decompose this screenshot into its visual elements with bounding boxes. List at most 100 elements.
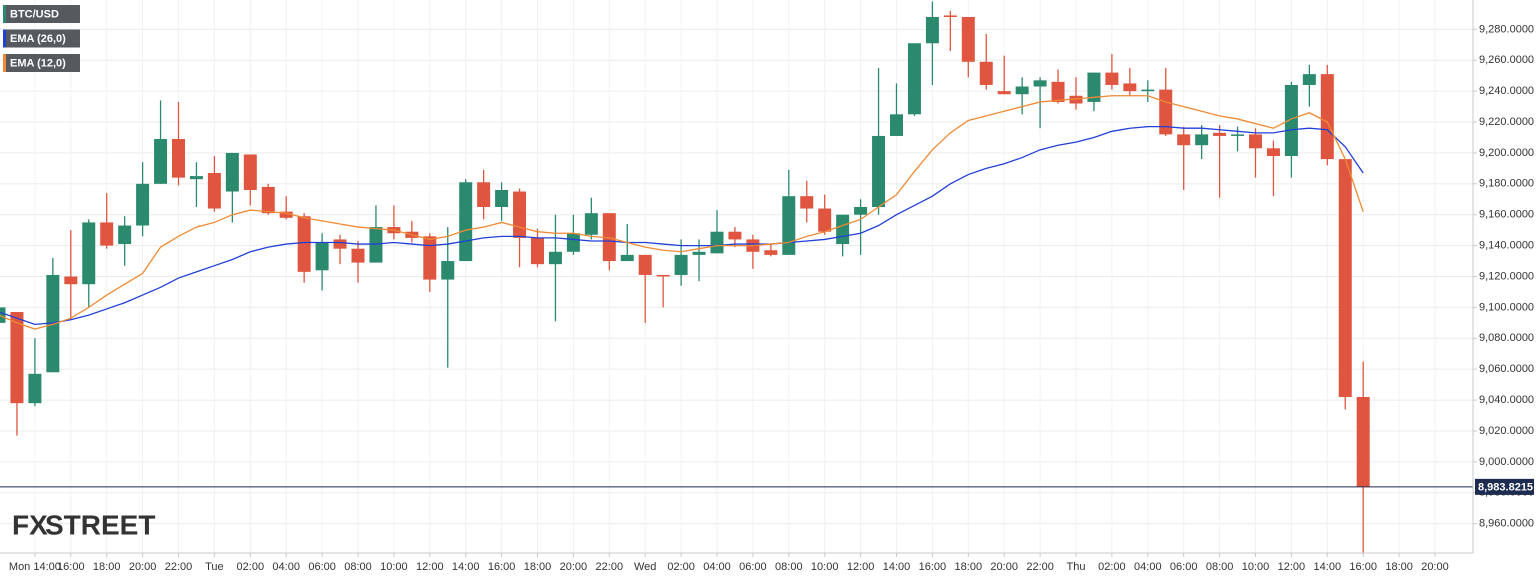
candle-body — [1356, 396, 1370, 487]
x-tick-label: 10:00 — [380, 561, 408, 573]
legend-box — [3, 54, 80, 72]
x-tick-label: 06:00 — [308, 561, 336, 573]
x-tick-label: 18:00 — [955, 561, 983, 573]
candle-body — [566, 233, 580, 252]
candle-body — [10, 312, 24, 404]
candle-body — [243, 154, 257, 190]
candle-body — [1105, 72, 1119, 85]
last-price-label: 8,983.8215 — [1478, 481, 1533, 493]
ema-line — [0, 126, 1364, 326]
x-tick-label: 06:00 — [739, 561, 767, 573]
y-tick-label: 9,020.0000 — [1479, 425, 1534, 437]
x-tick-label: 10:00 — [1242, 561, 1270, 573]
x-tick-label: Mon 14:00 — [9, 561, 61, 573]
candle-body — [100, 222, 114, 246]
x-tick-label: Tue — [205, 561, 224, 573]
candle-body — [297, 216, 311, 272]
legend-swatch — [3, 54, 6, 72]
legend-box — [3, 5, 80, 23]
candle-body — [136, 183, 150, 226]
candle-body — [189, 176, 203, 180]
candle-body — [997, 91, 1011, 95]
candle-body — [351, 248, 365, 263]
candle-body — [943, 15, 957, 17]
x-tick-label: 04:00 — [703, 561, 731, 573]
legend-swatch — [3, 29, 6, 48]
x-tick-label: Thu — [1067, 561, 1086, 573]
y-tick-label: 9,160.0000 — [1479, 209, 1534, 221]
candle-body — [154, 139, 168, 184]
y-tick-label: 9,240.0000 — [1479, 85, 1534, 97]
candle-body — [1284, 84, 1298, 157]
watermark: FX STREET — [12, 509, 155, 540]
candle-body — [692, 251, 706, 255]
candle-body — [495, 189, 509, 207]
x-tick-label: 20:00 — [1421, 561, 1449, 573]
candle-body — [261, 186, 275, 214]
candle-body — [0, 307, 6, 323]
candle-body — [782, 196, 796, 255]
legend: BTC/USD EMA (26,0) EMA (12,0) — [3, 5, 80, 72]
candle-body — [800, 196, 814, 209]
last-price-box — [1475, 478, 1534, 495]
candle-body — [225, 152, 239, 192]
candle-body — [584, 213, 598, 235]
candle-body — [656, 274, 670, 277]
x-tick-label: 06:00 — [1170, 561, 1198, 573]
x-tick-label: 14:00 — [1314, 561, 1342, 573]
y-tick-label: 9,260.0000 — [1479, 54, 1534, 66]
legend-label: EMA (12,0) — [10, 57, 66, 69]
candle-body — [1123, 83, 1137, 92]
candle-body — [674, 254, 688, 275]
x-tick-label: 12:00 — [1278, 561, 1306, 573]
candle-body — [602, 213, 616, 262]
candle-body — [854, 206, 868, 215]
candle-body — [620, 254, 634, 262]
candle-body — [1051, 81, 1065, 102]
plot-area — [0, 1, 1473, 553]
x-tick-label: 12:00 — [416, 561, 444, 573]
x-tick-label: 08:00 — [775, 561, 803, 573]
candle-body — [1087, 72, 1101, 102]
legend-label: EMA (26,0) — [10, 33, 66, 45]
candle-body — [872, 135, 886, 207]
candle-body — [207, 173, 221, 209]
y-tick-label: 9,280.0000 — [1479, 23, 1534, 35]
y-tick-label: 9,000.0000 — [1479, 456, 1534, 468]
candle-body — [1338, 159, 1352, 397]
candle-body — [818, 208, 832, 232]
candle-body — [890, 114, 903, 136]
ema-line — [0, 95, 1364, 330]
legend-swatch — [3, 5, 6, 23]
x-tick-label: 04:00 — [272, 561, 300, 573]
x-tick-label: 10:00 — [811, 561, 839, 573]
candle-body — [764, 250, 778, 255]
candle-body — [369, 227, 383, 263]
x-tick-label: 22:00 — [1026, 561, 1054, 573]
candle-body — [1015, 86, 1029, 95]
candle-body — [46, 274, 60, 373]
x-tick-label: 16:00 — [919, 561, 947, 573]
x-tick-label: 20:00 — [990, 561, 1018, 573]
candle-body — [1033, 80, 1047, 87]
candle-body — [513, 191, 527, 238]
y-tick-label: 9,040.0000 — [1479, 394, 1534, 406]
candle-body — [710, 231, 724, 254]
y-tick-label: 9,060.0000 — [1479, 363, 1534, 375]
x-tick-label: 16:00 — [1349, 561, 1377, 573]
candle-body — [82, 222, 96, 285]
legend-box — [3, 29, 80, 48]
candle-body — [925, 16, 939, 44]
candle-body — [961, 16, 975, 62]
candle-body — [441, 261, 455, 280]
x-tick-label: 02:00 — [237, 561, 265, 573]
candle-body — [477, 182, 491, 207]
x-tick-label: 08:00 — [1206, 561, 1234, 573]
candle-body — [1069, 95, 1083, 104]
x-tick-label: 16:00 — [57, 561, 85, 573]
candle-body — [64, 276, 78, 285]
x-tick-label: 20:00 — [560, 561, 588, 573]
candle-body — [1302, 74, 1316, 85]
